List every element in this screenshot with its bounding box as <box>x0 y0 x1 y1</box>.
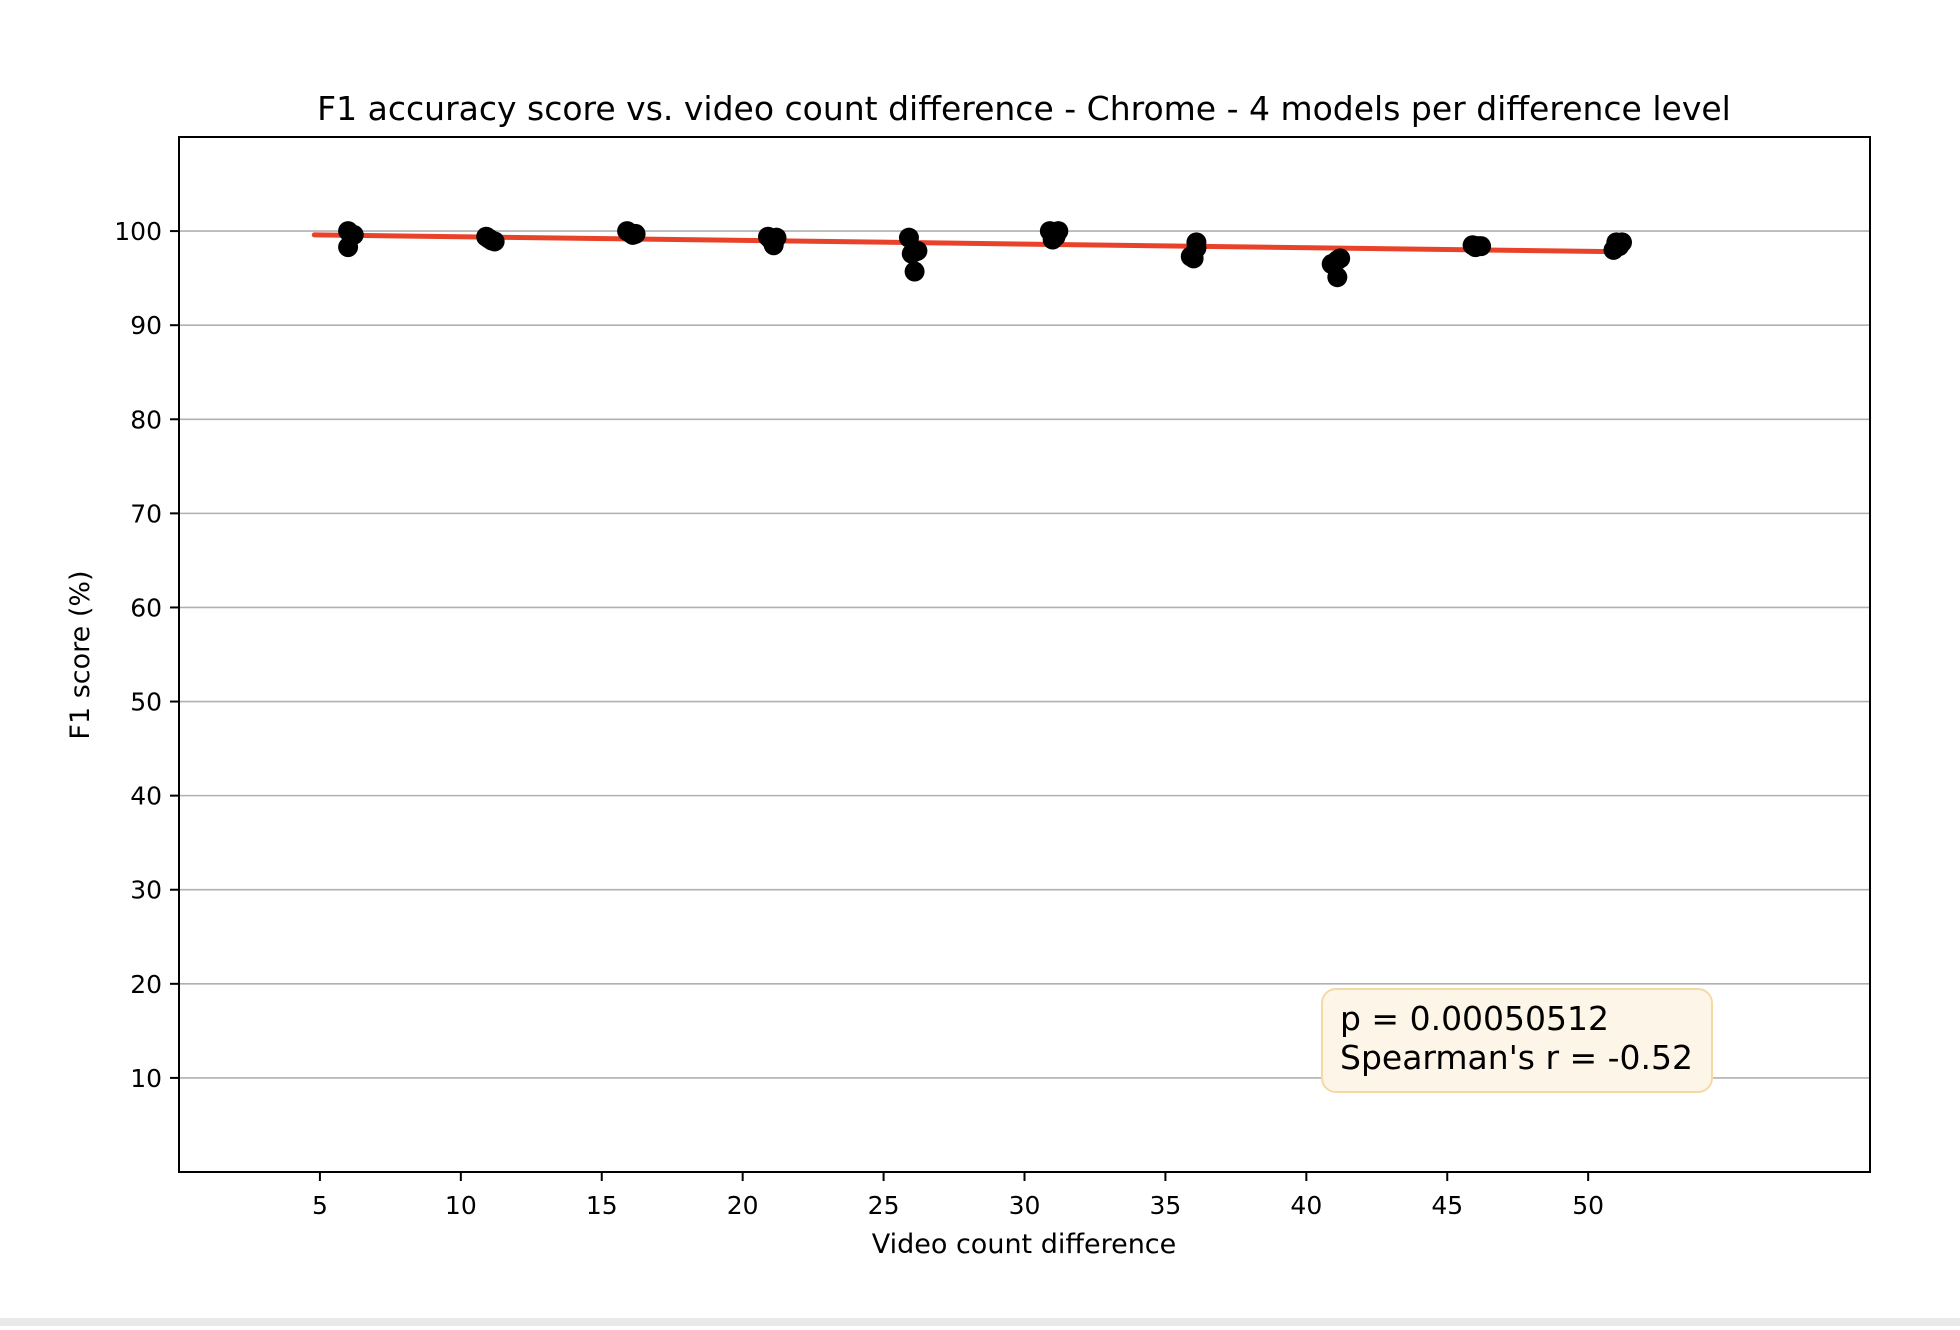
x-tick-label: 15 <box>586 1191 618 1220</box>
data-point <box>625 223 646 244</box>
data-point <box>1330 248 1351 269</box>
y-axis-label: F1 score (%) <box>65 570 96 739</box>
y-tick-label: 20 <box>130 970 162 999</box>
data-point <box>1186 238 1207 259</box>
data-point <box>904 261 925 282</box>
y-tick-label: 10 <box>130 1064 162 1093</box>
data-point <box>1327 267 1348 288</box>
x-tick-label: 10 <box>445 1191 477 1220</box>
data-point <box>1609 236 1630 257</box>
gridlines <box>179 230 1870 1079</box>
y-tick-label: 100 <box>114 217 162 246</box>
x-axis-ticks: 5 10 15 20 25 30 35 40 45 50 <box>312 1172 1604 1220</box>
x-tick-label: 20 <box>727 1191 759 1220</box>
y-tick-label: 60 <box>130 593 162 622</box>
trendline <box>311 232 1625 255</box>
x-tick-label: 35 <box>1150 1191 1182 1220</box>
x-tick-label: 5 <box>312 1191 328 1220</box>
y-axis-ticks: 10 20 30 40 50 60 70 80 90 100 <box>114 217 179 1093</box>
y-tick-label: 40 <box>130 782 162 811</box>
y-tick-label: 50 <box>130 688 162 717</box>
y-tick-label: 90 <box>130 311 162 340</box>
x-tick-label: 45 <box>1431 1191 1463 1220</box>
trendline-layer <box>311 232 1625 255</box>
stats-annotation-box <box>1321 988 1713 1093</box>
y-tick-label: 30 <box>130 876 162 905</box>
x-axis-label: Video count difference <box>872 1229 1177 1260</box>
x-tick-label: 40 <box>1290 1191 1322 1220</box>
stats-annotation: p = 0.00050512 Spearman's r = -0.52 <box>1321 988 1713 1093</box>
data-point <box>1471 236 1492 257</box>
data-point <box>338 237 359 258</box>
data-point <box>763 235 784 256</box>
data-point <box>484 231 505 252</box>
x-tick-label: 30 <box>1009 1191 1041 1220</box>
data-point <box>907 240 928 261</box>
y-tick-label: 80 <box>130 405 162 434</box>
p-value-text: p = 0.00050512 <box>1340 999 1609 1038</box>
spearman-r-text: Spearman's r = -0.52 <box>1340 1038 1693 1077</box>
chart-title: F1 accuracy score vs. video count differ… <box>317 89 1731 128</box>
window-bottom-strip <box>0 1318 1960 1326</box>
x-tick-label: 50 <box>1572 1191 1604 1220</box>
data-points <box>338 221 1632 288</box>
data-point <box>1045 226 1066 247</box>
y-tick-label: 70 <box>130 499 162 528</box>
x-tick-label: 25 <box>868 1191 900 1220</box>
